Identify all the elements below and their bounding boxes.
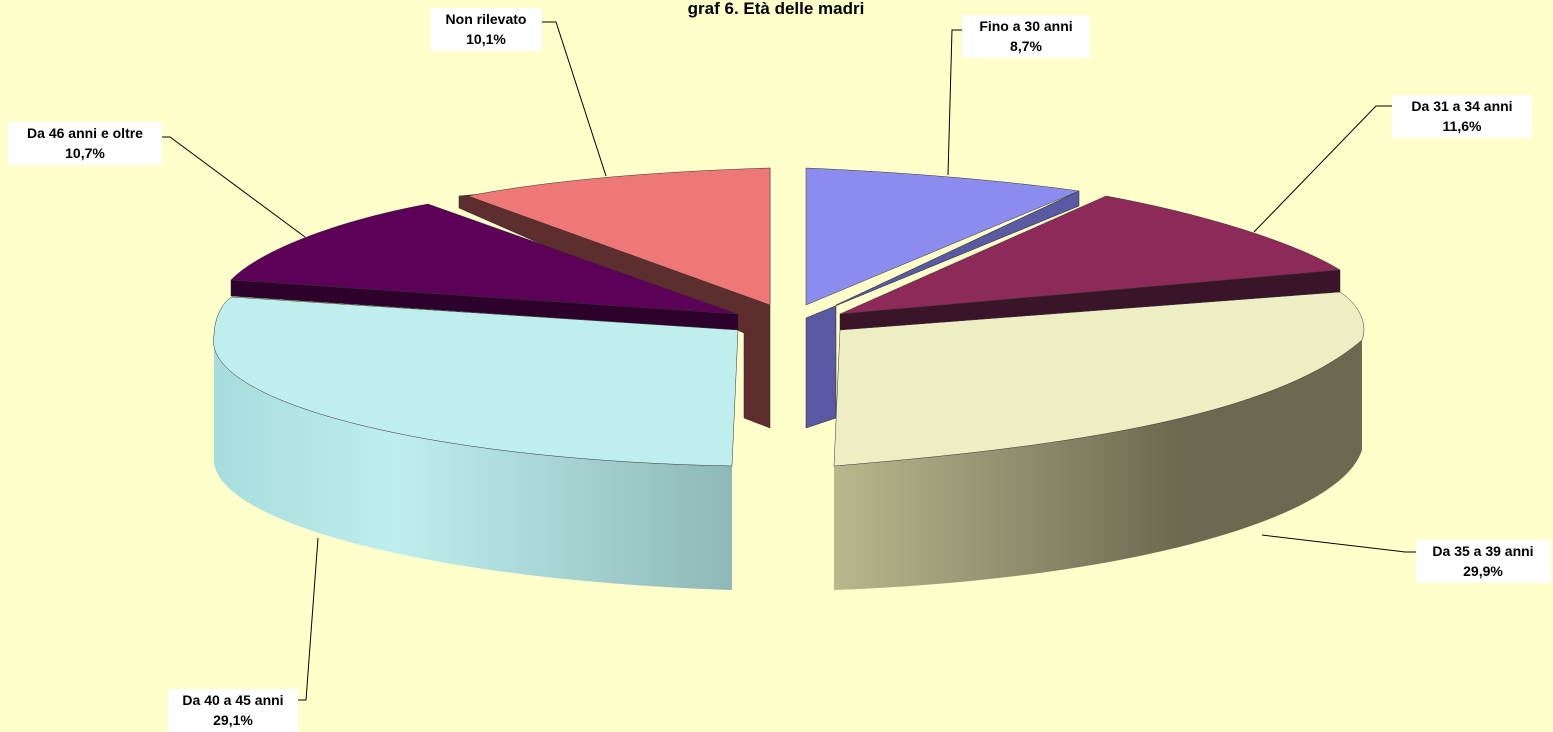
label-da-46-pct: 10,7% [65,145,105,161]
leader-line-da-46 [162,136,306,238]
slice-side-da-35 [834,340,1362,590]
label-da-46: Da 46 anni e oltre 10,7% [8,122,162,165]
slice-side-fino-30 [805,190,1080,429]
label-da-35: Da 35 a 39 anni 29,9% [1416,540,1551,583]
label-da-40-pct: 29,1% [213,712,253,728]
label-da-40: Da 40 a 45 anni 29,1% [168,689,298,732]
label-non-rilevato-pct: 10,1% [466,31,506,47]
label-da-31-pct: 11,6% [1443,118,1482,134]
slice-labels: Fino a 30 anni 8,7% Da 31 a 34 anni 11,6… [8,8,1551,732]
leader-lines [162,21,1416,701]
label-da-40-name: Da 40 a 45 anni [182,692,283,708]
label-da-35-pct: 29,9% [1463,563,1503,579]
label-da-31-name: Da 31 a 34 anni [1411,98,1512,114]
pie-3d [213,167,1365,590]
slice-side-da-40 [213,335,733,590]
leader-line-fino-30 [947,29,962,176]
slice-top-non-rilevato [467,167,771,306]
leader-line-da-31 [1253,105,1392,233]
label-non-rilevato-name: Non rilevato [446,11,527,27]
label-fino-30-pct: 8,7% [1010,38,1042,54]
label-da-31: Da 31 a 34 anni 11,6% [1392,95,1532,138]
label-fino-30: Fino a 30 anni 8,7% [962,15,1090,58]
label-non-rilevato: Non rilevato 10,1% [430,8,542,51]
leader-line-da-40 [298,537,319,701]
slice-top-da-40 [213,296,739,467]
slice-top-da-35 [833,291,1365,467]
label-da-35-name: Da 35 a 39 anni [1432,543,1533,559]
leader-line-non-rilevato [542,21,607,177]
slice-top-da-46 [230,203,739,315]
label-fino-30-name: Fino a 30 anni [979,18,1072,34]
label-da-46-name: Da 46 anni e oltre [27,125,143,141]
slice-top-fino-30 [805,167,1080,306]
leader-line-da-35 [1261,534,1416,553]
chart-title: graf 6. Età delle madri [688,0,865,18]
slice-top-da-31 [839,195,1341,315]
